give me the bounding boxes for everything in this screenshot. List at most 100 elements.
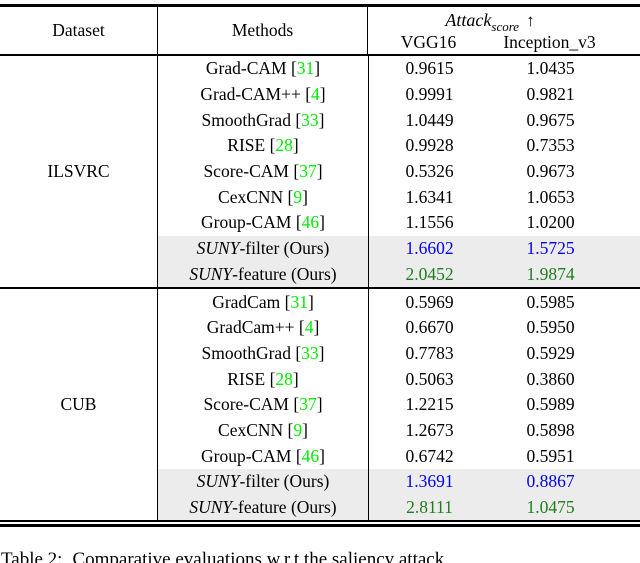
method-cell: CexCNN [9] — [158, 417, 369, 444]
inception-value: 1.0475 — [526, 497, 575, 518]
table-caption: Table 2: Comparative evaluations w.r.t th… — [1, 549, 640, 563]
citation-open-bracket: [ — [294, 317, 305, 338]
citation-number: 37 — [299, 161, 317, 182]
vgg16-value: 0.9615 — [405, 58, 454, 79]
row-content: Score-CAM [37] 1.2215 0.5989 — [157, 391, 640, 418]
row-content: SmoothGrad [33] 0.7783 0.5929 — [157, 340, 640, 367]
method-cell: GradCam++ [4] — [158, 314, 369, 341]
inception-value: 0.5951 — [526, 445, 575, 466]
table-row: SmoothGrad [33] 0.7783 0.5929 — [0, 340, 640, 367]
table-row: CexCNN [9] 1.6341 1.0653 — [0, 184, 640, 211]
table-row: CexCNN [9] 1.2673 0.5898 — [0, 417, 640, 444]
vgg16-value: 0.5326 — [405, 161, 454, 182]
results-table: Dataset Methods Attack score ↑ VGG16 Incep… — [0, 4, 640, 527]
table-header: Dataset Methods Attack score ↑ VGG16 Incep… — [0, 7, 640, 56]
row-content: Group-CAM [46] 0.6742 0.5951 — [157, 443, 640, 469]
citation-open-bracket: [ — [290, 342, 302, 363]
row-content: SUNY -feature (Ours) 2.0452 1.9874 — [157, 261, 640, 288]
method-name: Score-CAM — [203, 394, 289, 415]
inception-value: 0.5989 — [526, 394, 575, 415]
method-cell: RISE [28] — [158, 366, 369, 392]
table-row: Score-CAM [37] 1.2215 0.5989 — [0, 391, 640, 418]
vgg16-value: 1.2673 — [405, 419, 454, 440]
table-row: Group-CAM [46] 1.1556 1.0200 — [0, 210, 640, 236]
inception-value: 1.5725 — [526, 238, 575, 259]
header-model-columns: VGG16 Inception_v3 — [368, 31, 640, 54]
citation-close-bracket: ] — [319, 212, 325, 233]
citation-open-bracket: [ — [280, 291, 291, 312]
citation-close-bracket: ] — [292, 368, 299, 389]
method-name-italic: SUNY — [189, 497, 233, 518]
method-name: CexCNN — [218, 186, 284, 207]
method-cell: Score-CAM [37] — [158, 158, 369, 185]
bottom-rule — [0, 520, 640, 527]
row-filler — [611, 159, 640, 185]
citation: [37] — [289, 394, 322, 415]
method-cell: SUNY -filter (Ours) — [158, 235, 369, 262]
method-name: Grad-CAM — [205, 58, 287, 79]
table-row: Grad-CAM++ [4] 0.9991 0.9821 — [0, 81, 640, 108]
method-name: CexCNN — [218, 419, 284, 440]
citation-number: 46 — [301, 212, 320, 233]
citation: [46] — [291, 212, 325, 233]
citation-number: 33 — [301, 342, 319, 363]
citation-open-bracket: [ — [286, 58, 297, 79]
vgg16-value: 2.8111 — [406, 497, 453, 518]
vgg16-value: 1.3691 — [405, 471, 454, 492]
method-cell: CexCNN [9] — [158, 184, 369, 211]
row-filler — [611, 56, 640, 82]
method-cell: Group-CAM [46] — [158, 443, 369, 469]
vgg16-value: 0.5063 — [405, 368, 454, 389]
vgg16-value: 1.0449 — [405, 109, 454, 130]
citation: [31] — [280, 292, 314, 313]
header-dataset: Dataset — [52, 20, 105, 40]
citation-open-bracket: [ — [291, 445, 302, 466]
method-cell: Grad-CAM [31] — [158, 56, 369, 82]
table-row: SUNY -feature (Ours) 2.8111 1.0475 — [0, 494, 640, 521]
citation-open-bracket: [ — [265, 368, 276, 389]
row-filler — [611, 315, 640, 341]
vgg16-value: 1.6602 — [405, 238, 454, 259]
table-row: Group-CAM [46] 0.6742 0.5951 — [0, 443, 640, 469]
row-filler — [611, 133, 640, 159]
dataset-label: CUB — [60, 394, 97, 415]
up-arrow-icon: ↑ — [526, 10, 535, 30]
row-filler — [611, 366, 640, 392]
vgg16-value: 0.6670 — [405, 317, 454, 338]
citation: [9] — [283, 420, 308, 441]
row-filler — [611, 469, 640, 495]
citation: [33] — [291, 109, 325, 131]
row-content: RISE [28] 0.9928 0.7353 — [157, 133, 640, 159]
method-name: SmoothGrad — [201, 342, 291, 363]
attack-score-label: Attack — [445, 9, 492, 30]
citation: [46] — [291, 446, 325, 467]
vgg16-value: 1.2215 — [405, 394, 454, 415]
citation-number: 9 — [293, 186, 303, 207]
citation-close-bracket: ] — [292, 135, 299, 156]
method-name-italic: SUNY — [196, 238, 240, 259]
table-section: CUB GradCam [31] 0.5969 0.5985 GradCam++… — [0, 287, 640, 521]
row-filler — [611, 495, 640, 521]
row-content: Group-CAM [46] 1.1556 1.0200 — [157, 210, 640, 236]
method-name-italic: SUNY — [196, 471, 240, 492]
method-cell: SmoothGrad [33] — [158, 107, 369, 134]
bottom-rule-thin — [0, 520, 640, 522]
row-filler — [611, 392, 640, 418]
citation-close-bracket: ] — [314, 58, 321, 79]
table-row: GradCam [31] 0.5969 0.5985 — [0, 289, 640, 315]
method-cell: Score-CAM [37] — [158, 391, 369, 418]
citation-number: 9 — [293, 419, 303, 440]
inception-value: 0.3860 — [526, 368, 575, 389]
method-name: Group-CAM — [201, 445, 292, 466]
row-content: GradCam++ [4] 0.6670 0.5950 — [157, 314, 640, 341]
method-cell: GradCam [31] — [158, 289, 369, 315]
citation-open-bracket: [ — [300, 84, 312, 105]
row-content: Grad-CAM [31] 0.9615 1.0435 — [157, 56, 640, 82]
citation: [28] — [265, 135, 299, 156]
citation: [33] — [290, 342, 324, 364]
header-inception-v3: Inception_v3 — [503, 31, 596, 52]
citation-number: 37 — [299, 394, 317, 415]
citation-number: 46 — [301, 445, 320, 466]
citation-close-bracket: ] — [318, 109, 325, 130]
row-content: Grad-CAM++ [4] 0.9991 0.9821 — [157, 81, 640, 108]
